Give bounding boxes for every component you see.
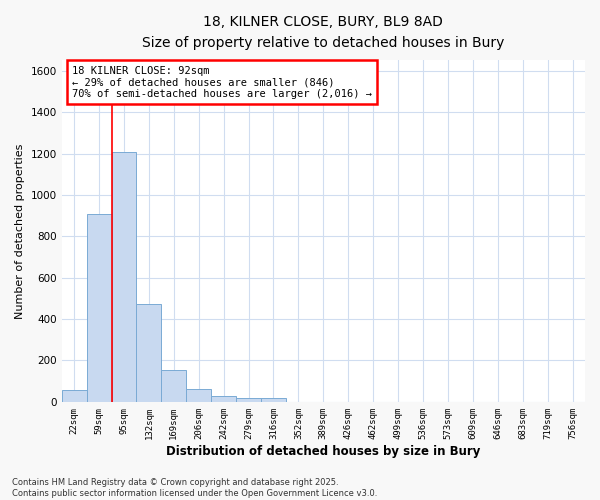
Bar xyxy=(161,370,186,402)
Bar xyxy=(136,304,161,402)
Text: 18 KILNER CLOSE: 92sqm
← 29% of detached houses are smaller (846)
70% of semi-de: 18 KILNER CLOSE: 92sqm ← 29% of detached… xyxy=(72,66,372,99)
Bar xyxy=(186,390,211,402)
Bar xyxy=(62,390,86,402)
Bar xyxy=(112,152,136,402)
Title: 18, KILNER CLOSE, BURY, BL9 8AD
Size of property relative to detached houses in : 18, KILNER CLOSE, BURY, BL9 8AD Size of … xyxy=(142,15,505,50)
Bar xyxy=(236,398,261,402)
Text: Contains HM Land Registry data © Crown copyright and database right 2025.
Contai: Contains HM Land Registry data © Crown c… xyxy=(12,478,377,498)
Bar xyxy=(86,214,112,402)
Bar xyxy=(211,396,236,402)
X-axis label: Distribution of detached houses by size in Bury: Distribution of detached houses by size … xyxy=(166,444,481,458)
Bar xyxy=(261,398,286,402)
Y-axis label: Number of detached properties: Number of detached properties xyxy=(15,144,25,319)
